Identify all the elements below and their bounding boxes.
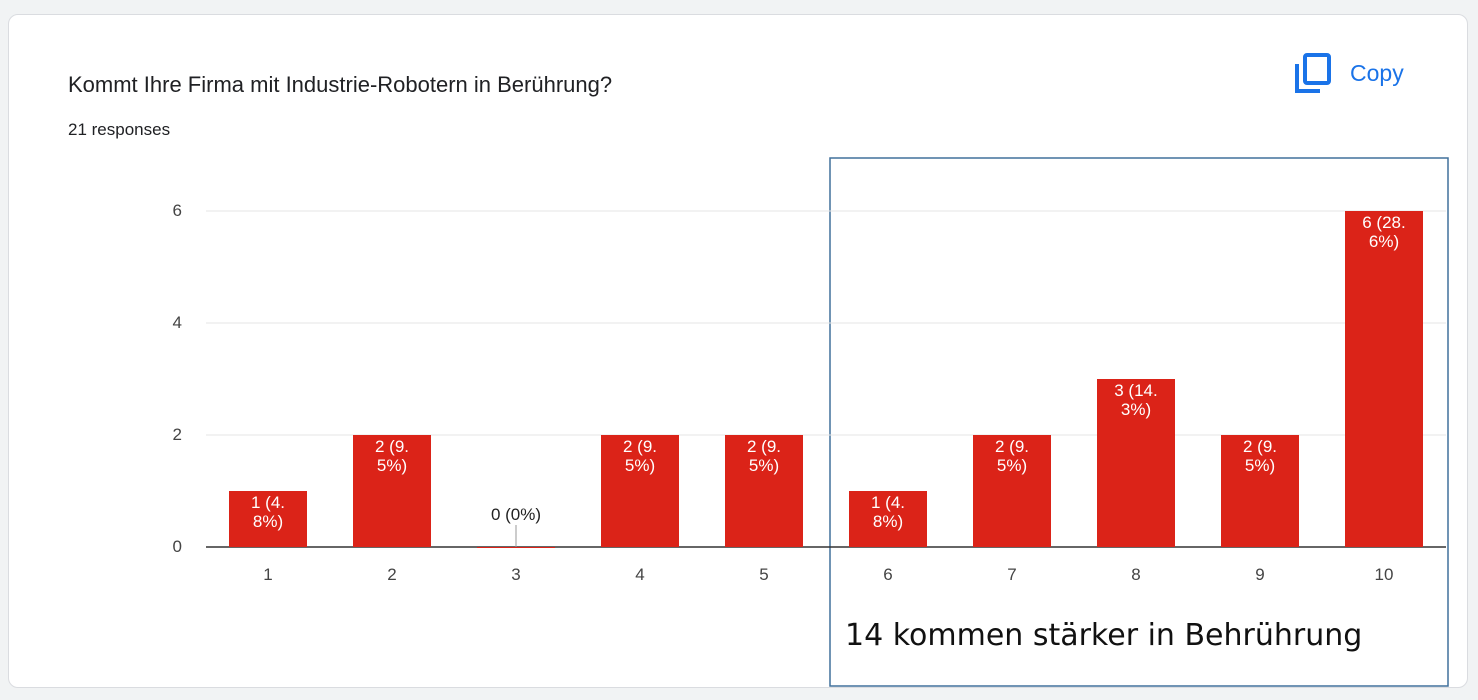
value-label: 1 (4.8%) [870, 493, 906, 531]
value-label: 3 (14.3%) [1114, 381, 1158, 419]
copy-button[interactable]: Copy [1350, 60, 1404, 86]
value-label: 2 (9.5%) [622, 437, 658, 475]
x-tick-label: 4 [635, 565, 645, 584]
y-tick-label: 0 [172, 537, 182, 556]
value-label: 1 (4.8%) [250, 493, 286, 531]
subtitle: 21 responses [68, 120, 171, 139]
value-label: 0 (0%) [490, 505, 542, 524]
card [8, 14, 1468, 688]
x-tick-label: 6 [883, 565, 893, 584]
annotation: 14 kommen stärker in Behrührung [845, 618, 1363, 653]
value-label: 2 (9.5%) [994, 437, 1030, 475]
bar [229, 491, 307, 547]
bar [849, 491, 927, 547]
x-tick-label: 9 [1255, 565, 1265, 584]
bar [1221, 435, 1299, 547]
y-tick-label: 6 [172, 201, 182, 220]
chart-title: Kommt Ihre Firma mit Industrie-Robotern … [68, 72, 613, 97]
x-tick-label: 2 [387, 565, 397, 584]
x-tick-label: 8 [1131, 565, 1141, 584]
bar [477, 547, 555, 548]
bar [1345, 211, 1423, 547]
x-tick-label: 5 [759, 565, 769, 584]
bar [353, 435, 431, 547]
value-label: 2 (9.5%) [1242, 437, 1278, 475]
bar [725, 435, 803, 547]
x-tick-label: 3 [511, 565, 521, 584]
x-tick-label: 10 [1374, 565, 1394, 584]
copy-icon[interactable] [1295, 53, 1331, 93]
value-label: 6 (28.6%) [1362, 213, 1406, 251]
value-label: 2 (9.5%) [374, 437, 410, 475]
annotation-box [829, 157, 1449, 687]
y-tick-label: 4 [172, 313, 182, 332]
bar [601, 435, 679, 547]
x-tick-label: 1 [263, 565, 273, 584]
value-label: 2 (9.5%) [746, 437, 782, 475]
x-tick-label: 7 [1007, 565, 1017, 584]
bar [1097, 379, 1175, 547]
y-tick-label: 2 [172, 425, 182, 444]
bar [973, 435, 1051, 547]
